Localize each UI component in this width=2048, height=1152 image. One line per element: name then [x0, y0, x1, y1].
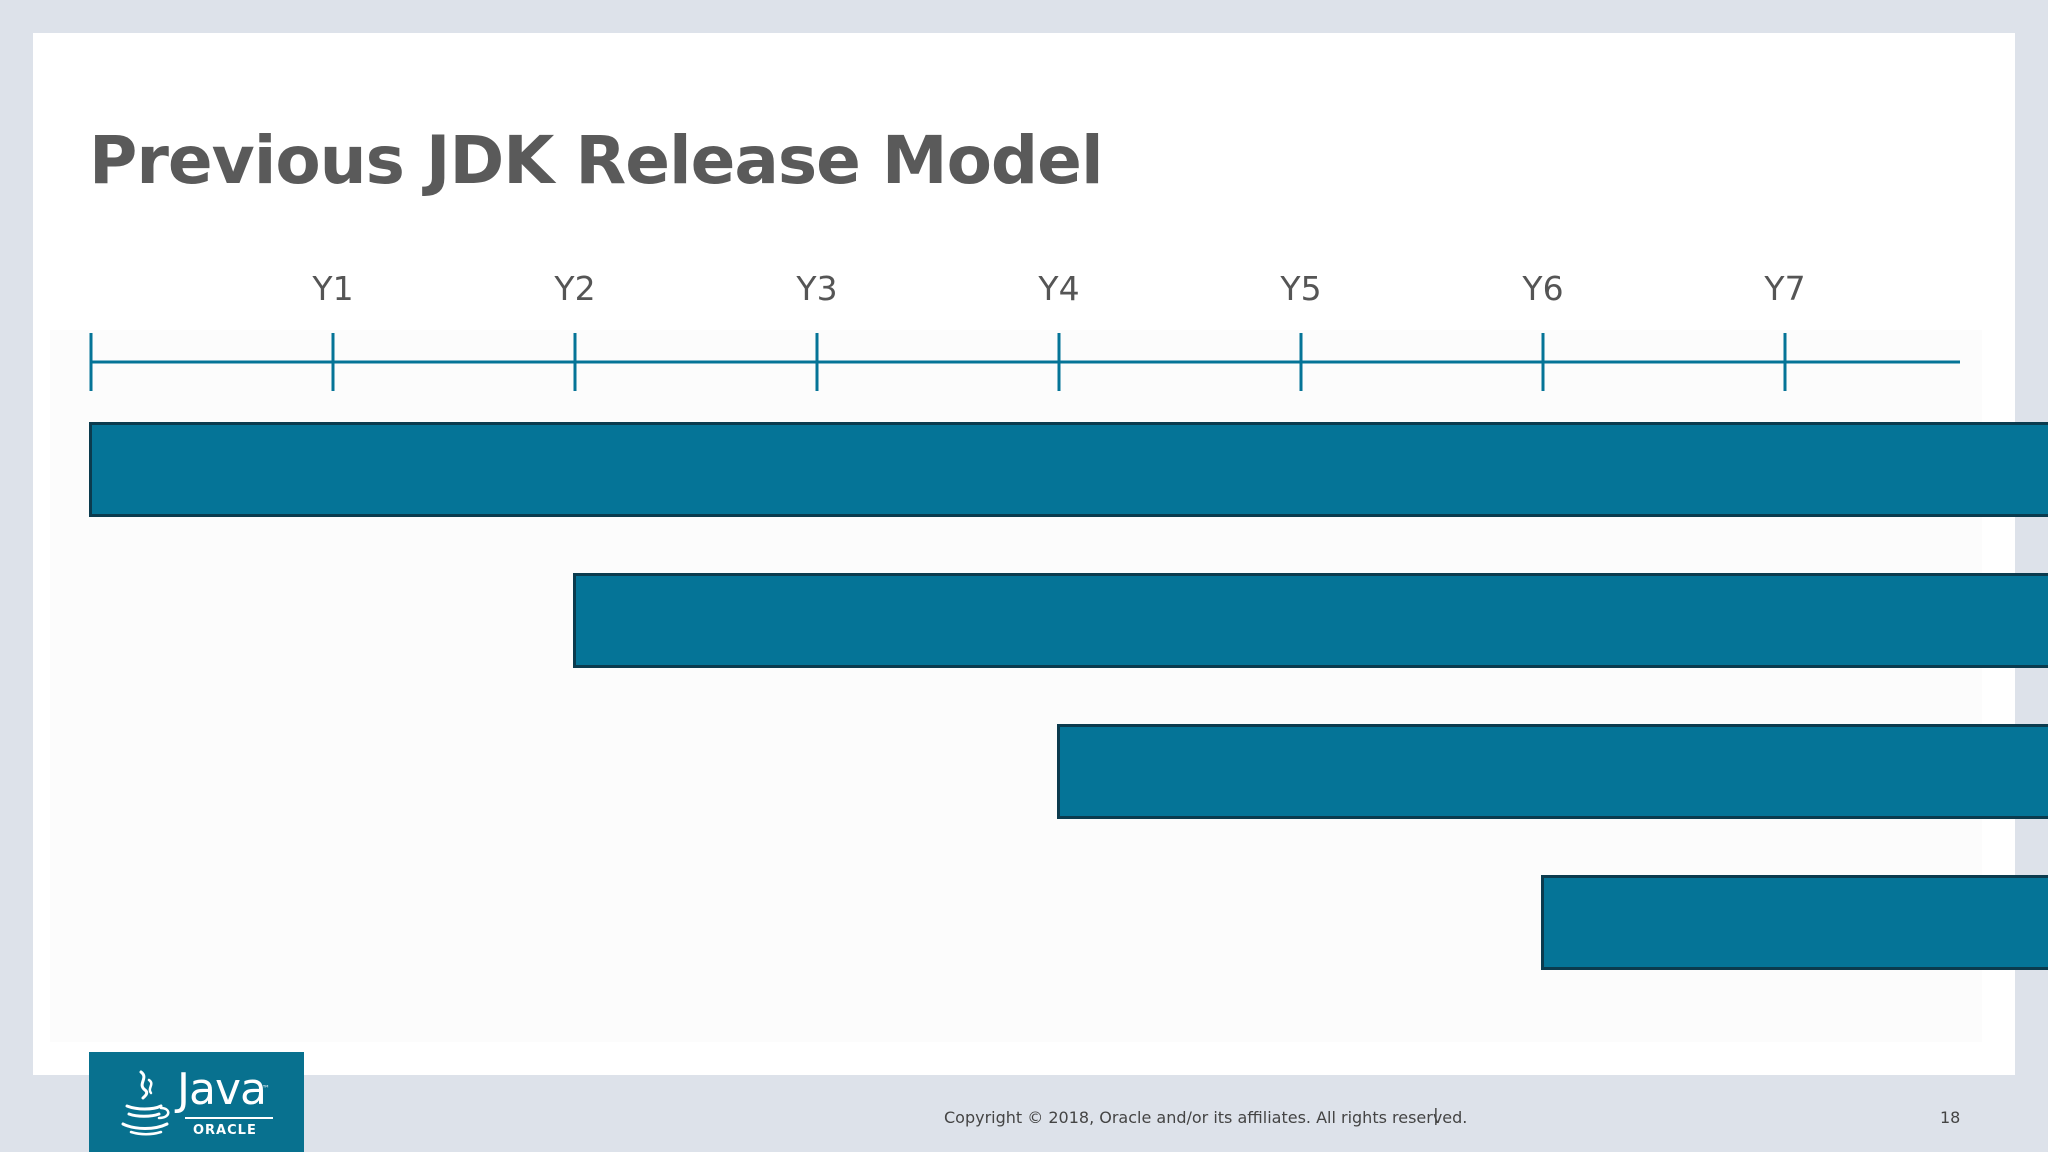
year-label: Y4	[1038, 269, 1080, 308]
oracle-wordmark: ORACLE	[193, 1123, 257, 1138]
year-label: Y5	[1280, 269, 1322, 308]
year-label: Y3	[796, 269, 838, 308]
year-label: Y1	[312, 269, 354, 308]
year-label: Y7	[1764, 269, 1806, 308]
footer-copyright: Copyright © 2018, Oracle and/or its affi…	[944, 1108, 1468, 1127]
year-label: Y6	[1522, 269, 1564, 308]
page-number: 18	[1940, 1108, 1961, 1127]
logo-divider	[185, 1117, 273, 1119]
java-wordmark: Java	[177, 1064, 267, 1115]
year-label: Y2	[554, 269, 596, 308]
release-bar	[1541, 875, 2048, 970]
release-bar	[1057, 724, 2048, 819]
slide-title: Previous JDK Release Model	[89, 122, 1104, 199]
release-bar	[89, 422, 2048, 517]
footer-separator: |	[1433, 1106, 1439, 1126]
java-cup-icon	[121, 1070, 170, 1136]
release-bar	[573, 573, 2048, 668]
trademark-symbol: ™	[262, 1084, 270, 1093]
java-oracle-logo: Java ™ ORACLE	[89, 1052, 304, 1152]
